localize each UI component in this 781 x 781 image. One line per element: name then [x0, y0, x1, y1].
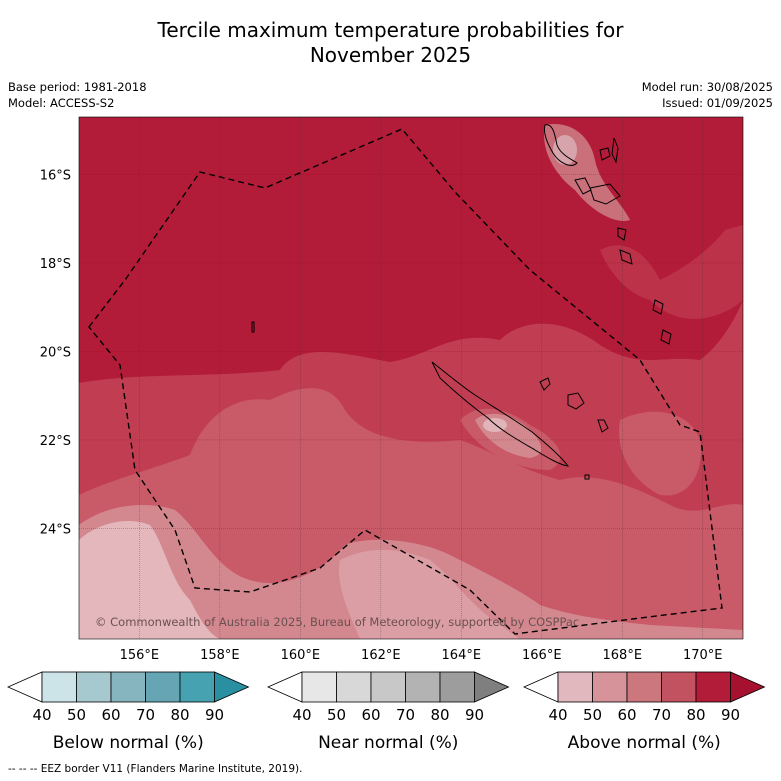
meta-right: Model run: 30/08/2025 Issued: 01/09/2025	[642, 79, 773, 111]
legend-swatch	[626, 671, 662, 703]
legend-caption: Above normal (%)	[568, 733, 721, 753]
eez-footnote: -- -- -- EEZ border V11 (Flanders Marine…	[8, 763, 303, 775]
legend-swatch	[336, 671, 372, 703]
field-70-percent-east	[619, 411, 701, 496]
lon-tick-label: 162°E	[361, 648, 401, 663]
lon-tick-label: 158°E	[200, 648, 240, 663]
legend-low-arrow	[523, 671, 559, 703]
lat-tick-label: 20°S	[40, 345, 71, 360]
legend-caption: Near normal (%)	[318, 733, 458, 753]
legend-swatch	[76, 671, 112, 703]
legend-tick-label: 40	[292, 706, 311, 724]
legend-1: 40 50 60 70 80 90 Near normal (%)	[267, 671, 510, 753]
legend-swatch	[179, 671, 215, 703]
legend-tick-label: 50	[583, 706, 602, 724]
lon-tick-label: 160°E	[281, 648, 321, 663]
lon-tick-label: 156°E	[120, 648, 160, 663]
legend-swatch	[405, 671, 441, 703]
legend-high-arrow	[214, 671, 250, 703]
legend-high-arrow	[474, 671, 510, 703]
small-island-hunter	[584, 474, 590, 480]
legend-tick-label: 70	[136, 706, 155, 724]
legend-tick-label: 50	[327, 706, 346, 724]
legend-swatch	[661, 671, 697, 703]
latitude-labels: 16°S 18°S 20°S 22°S 24°S	[40, 169, 71, 538]
legend-high-arrow	[730, 671, 766, 703]
map-frame	[78, 116, 744, 640]
model-run: Model run: 30/08/2025	[641, 80, 773, 94]
title-line-2: November 2025	[309, 43, 472, 67]
legend-tick-label: 60	[101, 706, 120, 724]
meta-left: Base period: 1981-2018 Model: ACCESS-S2	[8, 79, 147, 111]
legend-swatch	[41, 671, 77, 703]
loyalty-islands	[539, 377, 609, 433]
lat-tick-label: 24°S	[40, 522, 71, 537]
legend-tick-label: 80	[430, 706, 449, 724]
legend-low-arrow	[267, 671, 303, 703]
legend-tick-label: 60	[617, 706, 636, 724]
legend-swatch	[439, 671, 475, 703]
new-caledonia-island	[431, 361, 570, 467]
field-70-percent	[79, 388, 743, 639]
model-name: Model: ACCESS-S2	[8, 96, 115, 110]
lon-tick-label: 164°E	[442, 648, 482, 663]
legend-tick-label: 40	[32, 706, 51, 724]
legend-tick-label: 70	[652, 706, 671, 724]
legend-swatch	[110, 671, 146, 703]
probability-field	[79, 117, 743, 639]
graticule	[79, 117, 743, 639]
lat-tick-label: 16°S	[40, 169, 71, 184]
coastlines	[251, 124, 672, 480]
legend-tick-label: 80	[170, 706, 189, 724]
field-80-percent-upper	[600, 225, 743, 319]
lon-tick-label: 168°E	[603, 648, 643, 663]
field-50-percent	[79, 520, 220, 639]
legend-swatch	[592, 671, 628, 703]
legend-swatch	[695, 671, 731, 703]
legend-low-arrow	[7, 671, 43, 703]
title-line-1: Tercile maximum temperature probabilitie…	[157, 18, 624, 42]
legend-tick-label: 70	[396, 706, 415, 724]
lon-tick-label: 166°E	[522, 648, 562, 663]
legend-swatch	[557, 671, 593, 703]
lat-tick-label: 18°S	[40, 257, 71, 272]
legend-tick-label: 90	[721, 706, 740, 724]
small-island-west	[251, 321, 255, 333]
field-50-percent-south	[339, 549, 520, 639]
legend-caption: Below normal (%)	[53, 733, 204, 753]
legend-tick-label: 40	[548, 706, 567, 724]
copyright-notice: © Commonwealth of Australia 2025, Bureau…	[95, 615, 579, 629]
espiritu-santo	[544, 124, 578, 166]
lat-tick-label: 22°S	[40, 434, 71, 449]
longitude-labels: 156°E 158°E 160°E 162°E 164°E 166°E 168°E 170°E	[120, 648, 723, 663]
eez-border	[88, 128, 723, 635]
base-period: Base period: 1981-2018	[8, 80, 147, 94]
legend-tick-label: 80	[686, 706, 705, 724]
legend-tick-label: 50	[67, 706, 86, 724]
field-50-percent-espiritu	[553, 135, 577, 165]
lon-tick-label: 170°E	[683, 648, 723, 663]
legend-tick-label: 90	[465, 706, 484, 724]
legend-swatch	[145, 671, 181, 703]
legend-swatch	[301, 671, 337, 703]
legend-swatch	[370, 671, 406, 703]
legend-tick-label: 90	[205, 706, 224, 724]
vanuatu-islands	[574, 137, 672, 345]
issued-date: Issued: 01/09/2025	[662, 96, 773, 110]
map-title: Tercile maximum temperature probabilitie…	[0, 18, 781, 68]
legend-tick-label: 60	[361, 706, 380, 724]
